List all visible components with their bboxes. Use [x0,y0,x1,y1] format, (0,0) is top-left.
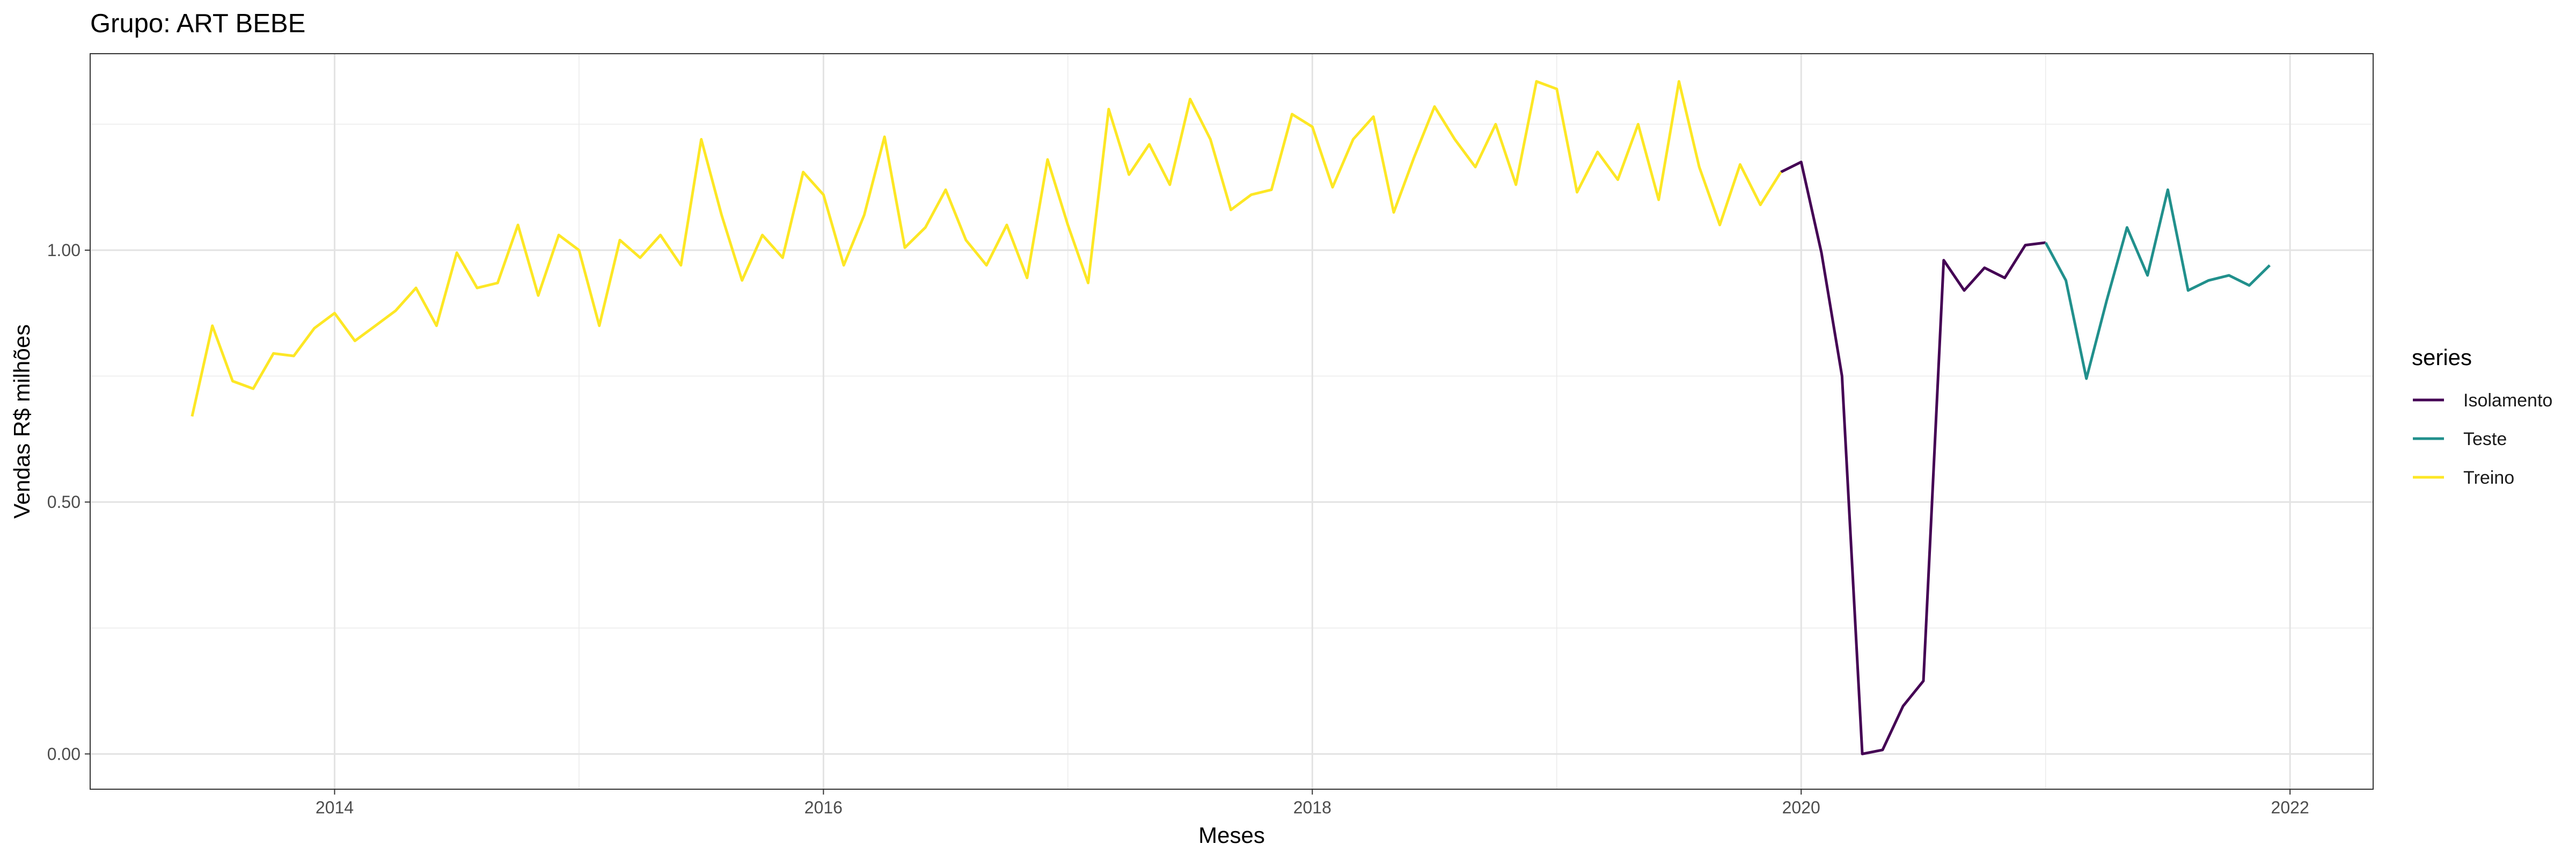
x-tick-label: 2018 [1293,798,1331,817]
x-axis-title: Meses [1198,822,1265,848]
series-line-isolamento [1780,161,2046,755]
y-tick-label: 0.50 [47,492,80,512]
legend-label-treino: Treino [2463,468,2514,488]
y-axis: 0.00 0.50 1.00 [47,241,90,763]
x-axis: 2014 2016 2018 2020 2022 [316,789,2309,817]
legend-label-isolamento: Isolamento [2463,390,2552,411]
minor-gridlines [90,54,2373,789]
series-line-teste [2044,188,2271,380]
x-tick-label: 2014 [316,798,354,817]
legend-title: series [2412,345,2472,370]
plot-panel [90,54,2373,789]
y-tick-label: 0.00 [47,744,80,763]
y-tick-label: 1.00 [47,241,80,260]
legend: series Isolamento Teste Treino [2412,345,2552,488]
plot-border [90,53,2374,790]
y-axis-title: Vendas R$ milhões [9,324,34,519]
x-tick-label: 2016 [804,798,843,817]
legend-items: Isolamento Teste Treino [2413,390,2552,488]
chart-title: Grupo: ART BEBE [90,9,305,38]
major-gridlines [90,54,2373,789]
series-line-treino [191,80,1782,417]
x-tick-label: 2020 [1782,798,1820,817]
x-tick-label: 2022 [2271,798,2309,817]
legend-label-teste: Teste [2463,429,2507,449]
series-lines [191,80,2271,755]
